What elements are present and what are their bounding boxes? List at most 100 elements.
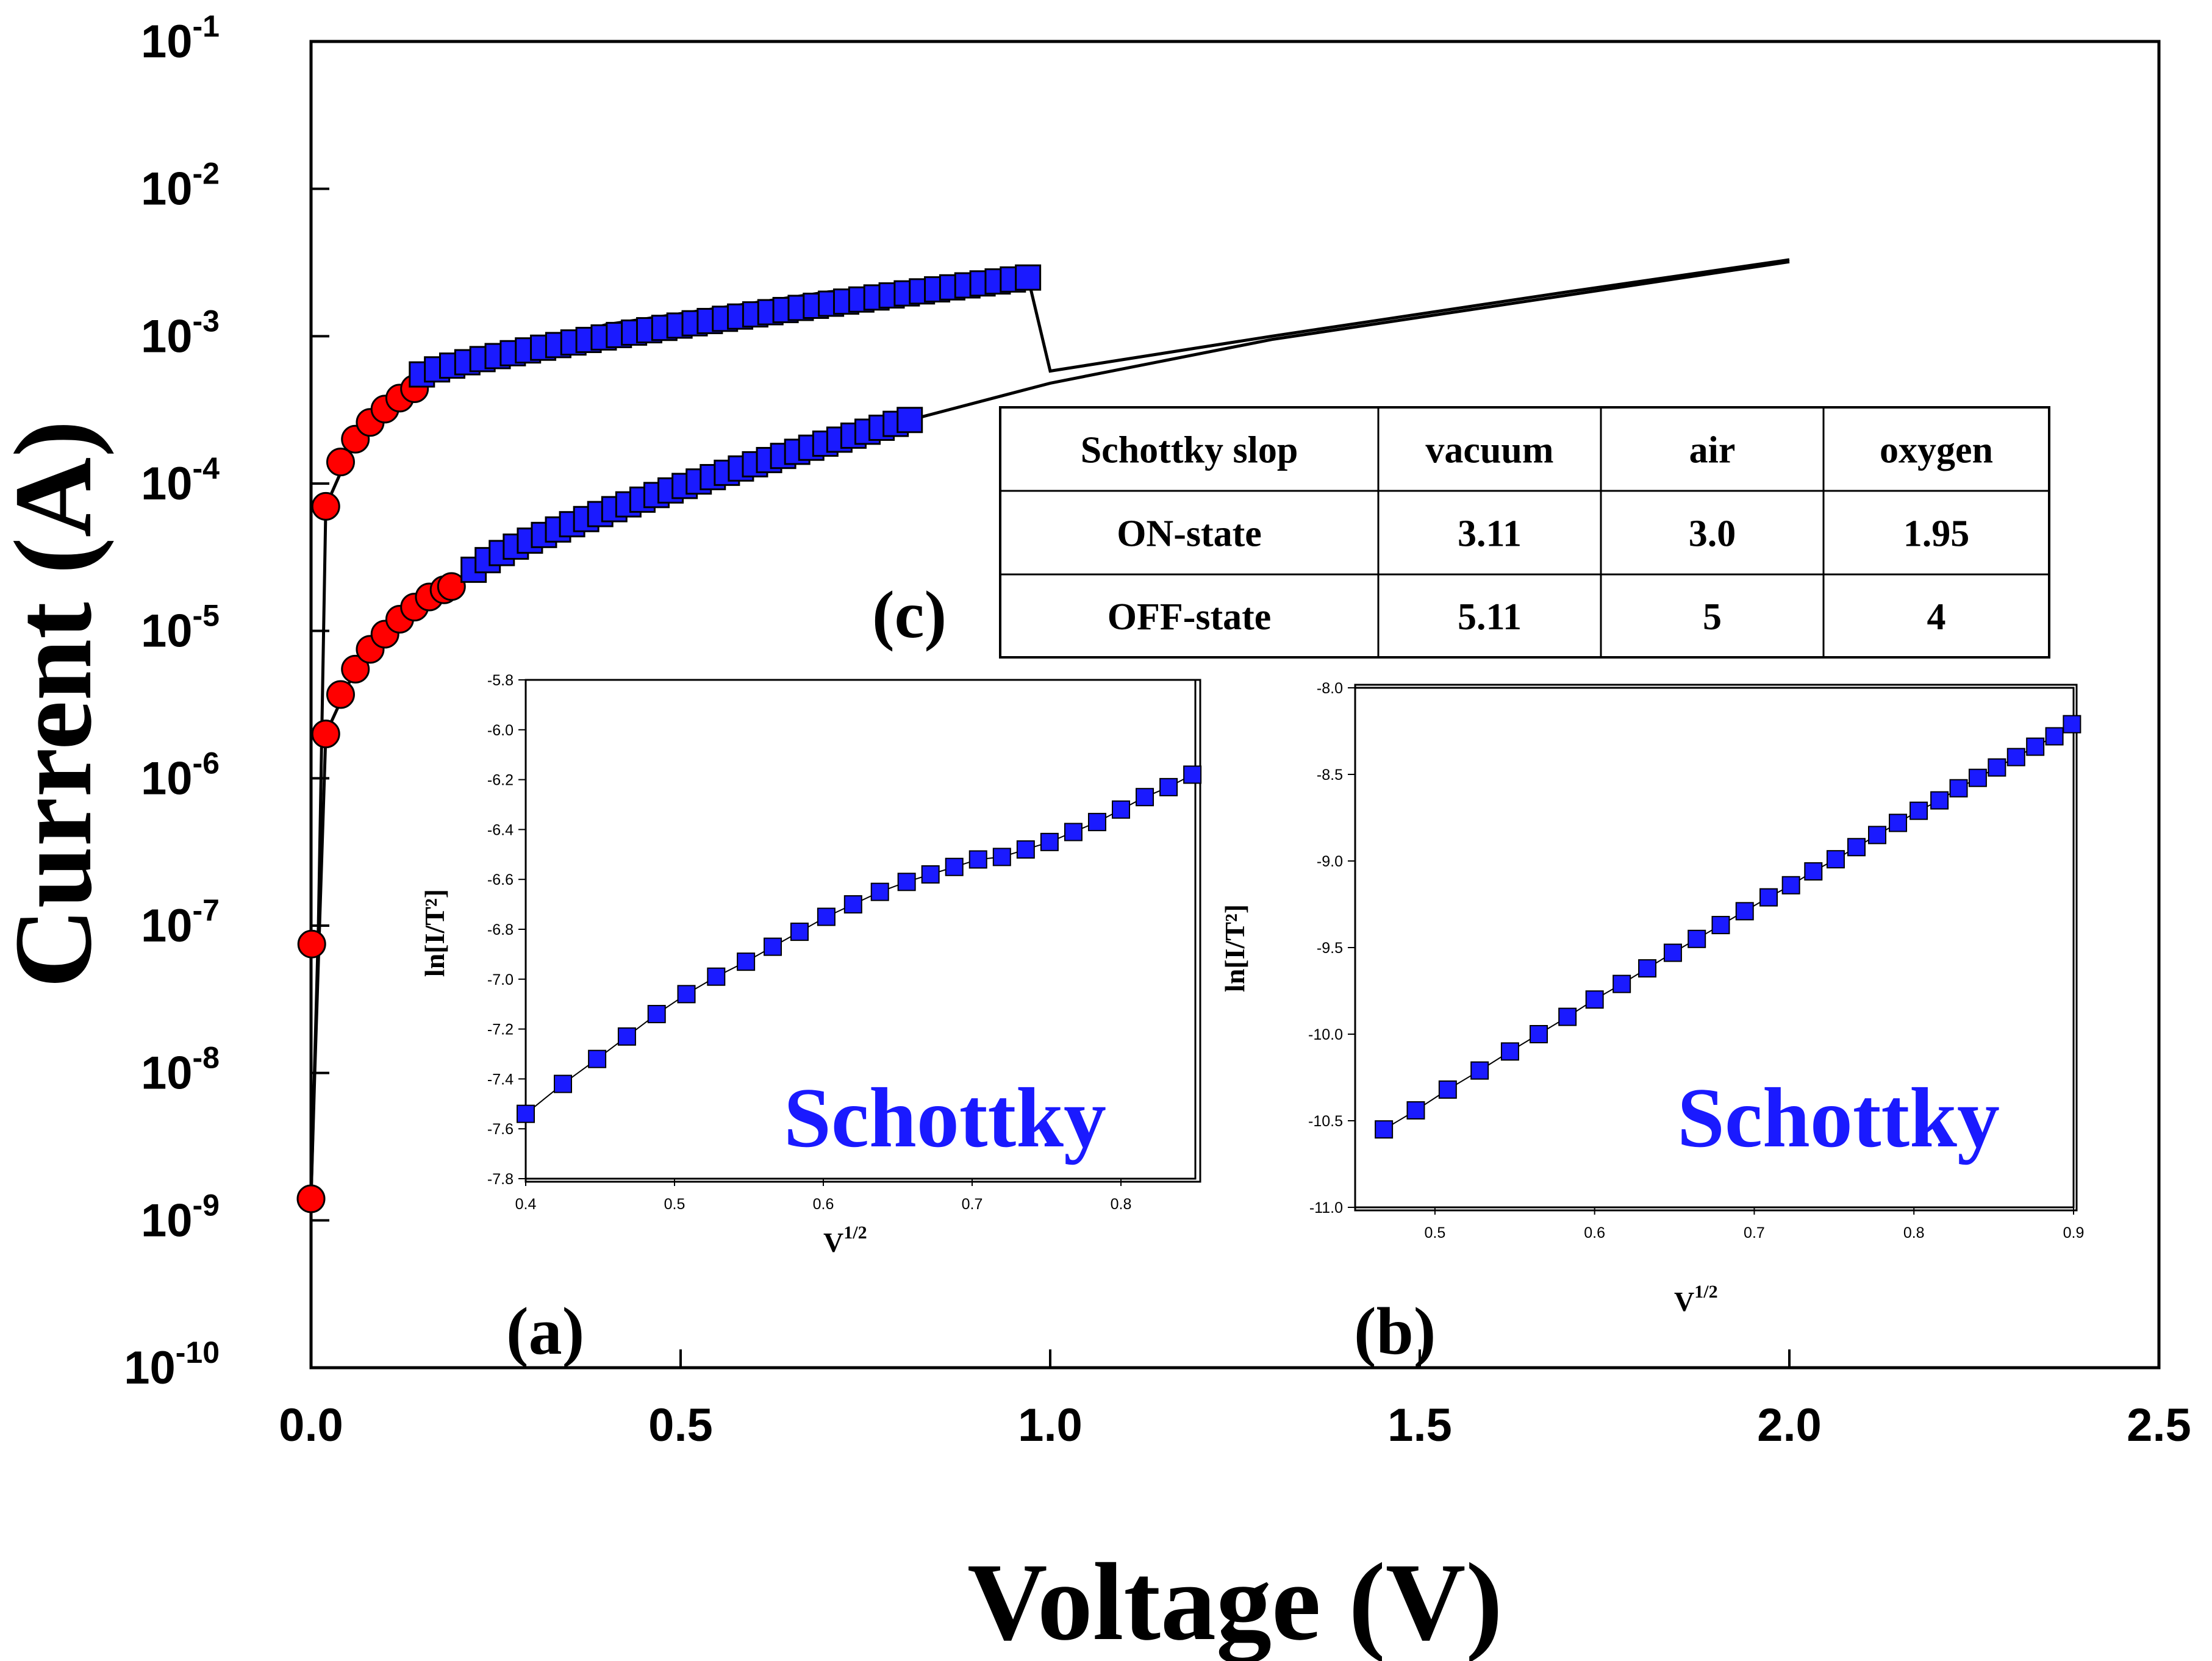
main-y-tick-label: 10-1 [141,9,220,68]
inset-a-x-axis-label-base: V [823,1227,843,1258]
inset-b-blue-square-marker [2045,727,2064,746]
inset-a-y-tick-label: -7.6 [487,1121,514,1138]
inset-b-y-axis-label: ln[I/T²] [1219,904,1250,992]
main-y-tick-exponent: -1 [193,9,220,43]
inset-a-blue-square-marker [517,1104,535,1123]
main-y-tick-label: 10-5 [141,599,220,657]
main-y-tick-exponent: -9 [193,1188,220,1222]
main-x-tick-label: 0.5 [648,1399,713,1451]
inset-a-blue-square-marker [554,1074,572,1093]
main-y-tick-base: 10 [141,163,193,215]
slope-table-cell: ON-state [1117,513,1262,555]
inset-b-x-axis-label-sup: 1/2 [1694,1282,1717,1302]
main-x-tick-label: 2.5 [2127,1399,2191,1451]
inset-b-y-tick-label: -9.5 [1317,940,1343,957]
inset-b-blue-square-marker [1470,1061,1489,1080]
slope-table-cell: OFF-state [1108,596,1272,638]
inset-a-blue-square-marker [870,882,889,901]
inset-b-blue-square-marker [2026,737,2045,756]
slope-table-header-cell: Schottky slop [1081,430,1298,471]
main-y-tick-base: 10 [141,310,193,362]
main-y-tick-exponent: -10 [176,1335,220,1370]
slope-table-cell: 3.11 [1458,513,1522,555]
inset-a-plot: 0.4 0.5 0.6 0.7 0.8 -5.8 -6.0 -6.2 -6.4 -6.6 -6.8 -… [487,672,1202,1213]
slope-table-cell: 1.95 [1903,513,1970,555]
inset-a-blue-square-marker [647,1005,666,1024]
inset-b-blue-square-marker [1826,850,1845,869]
main-y-tick-base: 10 [141,1195,193,1246]
inset-a-blue-square-marker [1159,777,1178,796]
slope-table-cell: 4 [1927,596,1946,638]
inset-a-blue-square-marker [945,857,964,876]
inset-b-x-tick-label: 0.8 [1903,1224,1925,1241]
main-y-tick-base: 10 [124,1342,176,1394]
inset-b-blue-square-marker [1688,929,1706,948]
main-y-ticks: 10-110-210-310-410-510-610-710-810-910-1… [124,9,329,1394]
inset-a-x-tick-label: 0.7 [962,1196,983,1213]
inset-a-y-tick-label: -7.8 [487,1171,514,1188]
inset-b-blue-square-marker [1847,838,1866,857]
inset-b-blue-square-marker [1735,902,1754,921]
main-y-tick-label: 10-3 [141,304,220,362]
inset-a-y-tick-label: -7.2 [487,1021,514,1038]
main-y-tick-base: 10 [141,1048,193,1099]
inset-a-y-tick-label: -7.4 [487,1071,514,1088]
inset-b-blue-square-marker [1759,888,1778,907]
inset-b-blue-square-marker [2063,715,2081,734]
inset-b-x-tick-label: 0.5 [1425,1224,1446,1241]
inset-b-plot: 0.5 0.6 0.7 0.8 0.9 -8.0 -8.5 -9.0 -9.5 -10.0 -10.… [1308,680,2084,1241]
inset-a-x-axis-label: V1/2 [823,1223,867,1258]
inset-a-y-axis-label: ln[I/T²] [419,889,450,977]
slope-table-frame [999,406,2050,659]
main-blue-square-marker [897,407,923,434]
main-plot-frame [309,40,2161,1370]
main-y-tick-exponent: -2 [193,157,220,191]
main-x-tick-label: 1.5 [1387,1399,1452,1451]
main-y-tick-exponent: -8 [193,1041,220,1075]
inset-b-x-tick-label: 0.9 [2063,1224,2085,1241]
inset-b-blue-square-marker [1781,876,1800,895]
inset-a-blue-square-marker [992,848,1011,866]
inset-a-blue-square-marker [968,850,987,869]
inset-b-blue-square-marker [1558,1007,1577,1026]
main-x-tick-label: 2.0 [1757,1399,1822,1451]
main-red-circle-marker [341,654,370,684]
inset-b-x-axis-label: V1/2 [1674,1282,1718,1317]
inset-a-y-tick-label: -6.6 [487,871,514,888]
inset-a-blue-square-marker [737,952,756,971]
main-x-axis-label: Voltage (V) [967,1541,1503,1661]
inset-a-blue-square-marker [1040,832,1059,851]
inset-a-blue-square-marker [1016,840,1035,859]
inset-a-schottky-annotation: Schottky [784,1071,1106,1165]
inset-b-y-tick-label: -9.0 [1317,853,1343,870]
main-y-tick-exponent: -5 [193,599,220,633]
inset-b-blue-square-marker [1910,801,1928,820]
inset-b-blue-square-marker [2006,748,2025,766]
inset-a-y-tick-label: -6.4 [487,821,514,838]
inset-b-blue-square-marker [1438,1080,1457,1099]
inset-b-blue-square-marker [1663,943,1682,962]
main-y-tick-label: 10-8 [141,1041,220,1099]
slope-table-cell: 3.0 [1689,513,1736,555]
slope-table: Schottky slop vacuum air oxygen ON-state 3.11… [999,406,2050,659]
main-y-axis-label: Current (A) [0,420,115,988]
inset-b: 0.5 0.6 0.7 0.8 0.9 -8.0 -8.5 -9.0 -9.5 -10.0 -10.… [1219,680,2084,1368]
main-y-tick-label: 10-2 [141,157,220,215]
inset-b-blue-square-marker [1500,1042,1519,1061]
inset-b-blue-square-marker [1638,959,1657,978]
inset-a-y-tick-label: -6.2 [487,772,514,789]
inset-a: 0.4 0.5 0.6 0.7 0.8 -5.8 -6.0 -6.2 -6.4 -6.6 -6.8 -… [419,672,1202,1368]
slope-table-header-cell: oxygen [1880,430,1993,471]
main-blue-square-marker [1015,264,1042,291]
inset-a-y-tick-label: -7.0 [487,971,514,988]
main-markers [296,264,1042,1213]
inset-a-blue-square-marker [817,907,836,926]
inset-a-blue-square-marker [764,937,782,956]
inset-a-y-tick-label: -5.8 [487,672,514,689]
main-red-circle-marker [311,491,340,521]
inset-a-blue-square-marker [1136,788,1154,807]
inset-a-blue-square-marker [707,967,726,986]
main-y-tick-base: 10 [141,752,193,804]
inset-b-blue-square-marker [1930,791,1949,810]
